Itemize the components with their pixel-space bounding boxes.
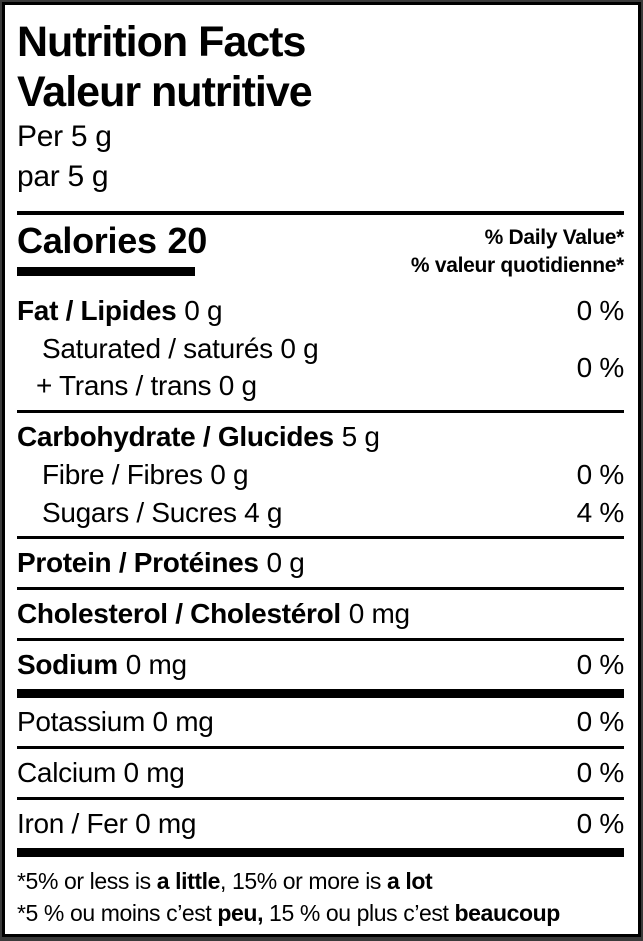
footnote-en: *5% or less is a little, 15% or more is …: [17, 865, 624, 897]
footnote-fr-part2: 15 % ou plus c’est: [263, 900, 455, 926]
divider-calcium: [17, 797, 624, 800]
label-header: Nutrition Facts Valeur nutritive Per 5 g…: [17, 5, 624, 211]
cholesterol-name: Cholesterol / Cholestérol: [17, 598, 341, 629]
footnote-fr-peu: peu,: [217, 900, 264, 926]
daily-value-header: % Daily Value* % valeur quotidienne*: [411, 221, 624, 280]
potassium-line: Potassium 0 mg: [17, 706, 214, 737]
saturated-trans-daily-value: 0 %: [576, 351, 625, 383]
title-en: Nutrition Facts: [17, 18, 306, 66]
daily-value-header-fr: % valeur quotidienne*: [410, 254, 624, 277]
divider-potassium: [17, 746, 624, 749]
fibre-line: Fibre / Fibres 0 g: [42, 459, 249, 490]
saturated-line: Saturated / saturés 0 g: [42, 333, 319, 364]
calories: Calories 20: [17, 221, 207, 280]
footnote-en-a-little: a little: [156, 868, 221, 894]
calories-value: 20: [167, 220, 207, 261]
divider-header: [17, 211, 624, 215]
sodium-daily-value: 0 %: [576, 649, 625, 680]
row-sodium: Sodium 0 mg 0 %: [17, 641, 624, 689]
divider-cholesterol: [17, 638, 624, 641]
row-protein: Protein / Protéines 0 g: [17, 539, 624, 587]
footnote-en-part1: *5% or less is: [17, 868, 157, 894]
divider-carbohydrate: [17, 536, 624, 539]
cholesterol-amount: 0 mg: [348, 598, 410, 629]
trans-line: + Trans / trans 0 g: [36, 370, 257, 401]
footnote-en-part2: , 15% or more is: [219, 868, 388, 894]
sugars-line: Sugars / Sucres 4 g: [42, 497, 283, 528]
row-cholesterol: Cholesterol / Cholestérol 0 mg: [17, 590, 624, 638]
calcium-daily-value: 0 %: [576, 757, 625, 788]
footnote-fr: *5 % ou moins c’est peu, 15 % ou plus c’…: [17, 897, 624, 929]
serving-size-en: Per 5 g: [17, 120, 112, 153]
row-fibre: Fibre / Fibres 0 g 0 %: [17, 456, 624, 494]
footnotes: *5% or less is a little, 15% or more is …: [17, 857, 624, 934]
calories-section: Calories 20 % Daily Value* % valeur quoti…: [17, 215, 624, 287]
fibre-daily-value: 0 %: [576, 459, 625, 490]
row-sugars: Sugars / Sucres 4 g 4 %: [17, 494, 624, 532]
iron-daily-value: 0 %: [576, 808, 625, 839]
fat-name: Fat / Lipides: [17, 295, 177, 326]
sodium-amount: 0 mg: [125, 649, 187, 680]
divider-thick-footnote: [17, 848, 624, 857]
title-fr: Valeur nutritive: [17, 68, 313, 116]
sugars-daily-value: 4 %: [576, 497, 625, 528]
row-iron: Iron / Fer 0 mg 0 %: [17, 800, 624, 848]
sodium-name: Sodium: [17, 649, 118, 680]
calories-label: Calories: [17, 220, 157, 261]
protein-amount: 0 g: [266, 547, 305, 578]
row-calcium: Calcium 0 mg 0 %: [17, 749, 624, 797]
carbohydrate-amount: 5 g: [341, 421, 380, 452]
protein-name: Protein / Protéines: [17, 547, 259, 578]
divider-fat: [17, 410, 624, 413]
row-carbohydrate: Carbohydrate / Glucides 5 g: [17, 413, 624, 456]
iron-line: Iron / Fer 0 mg: [17, 808, 197, 839]
fat-amount: 0 g: [184, 295, 223, 326]
carbohydrate-name: Carbohydrate / Glucides: [17, 421, 334, 452]
footnote-fr-beaucoup: beaucoup: [454, 900, 561, 926]
calcium-line: Calcium 0 mg: [17, 757, 185, 788]
row-fat: Fat / Lipides 0 g 0 %: [17, 287, 624, 330]
carbohydrate-group: Carbohydrate / Glucides 5 g Fibre / Fibre…: [17, 413, 624, 536]
fat-daily-value: 0 %: [576, 295, 625, 326]
potassium-daily-value: 0 %: [576, 706, 625, 737]
serving-size-fr: par 5 g: [17, 160, 109, 193]
divider-protein: [17, 587, 624, 590]
footnote-fr-part1: *5 % ou moins c’est: [17, 900, 218, 926]
daily-value-header-en: % Daily Value*: [484, 226, 625, 249]
footnote-en-a-lot: a lot: [387, 868, 433, 894]
divider-thick-sodium: [17, 689, 624, 698]
row-saturated-trans: Saturated / saturés 0 g + Trans / trans …: [17, 330, 624, 410]
row-potassium: Potassium 0 mg 0 %: [17, 698, 624, 746]
calories-underline-bar: [17, 267, 195, 276]
